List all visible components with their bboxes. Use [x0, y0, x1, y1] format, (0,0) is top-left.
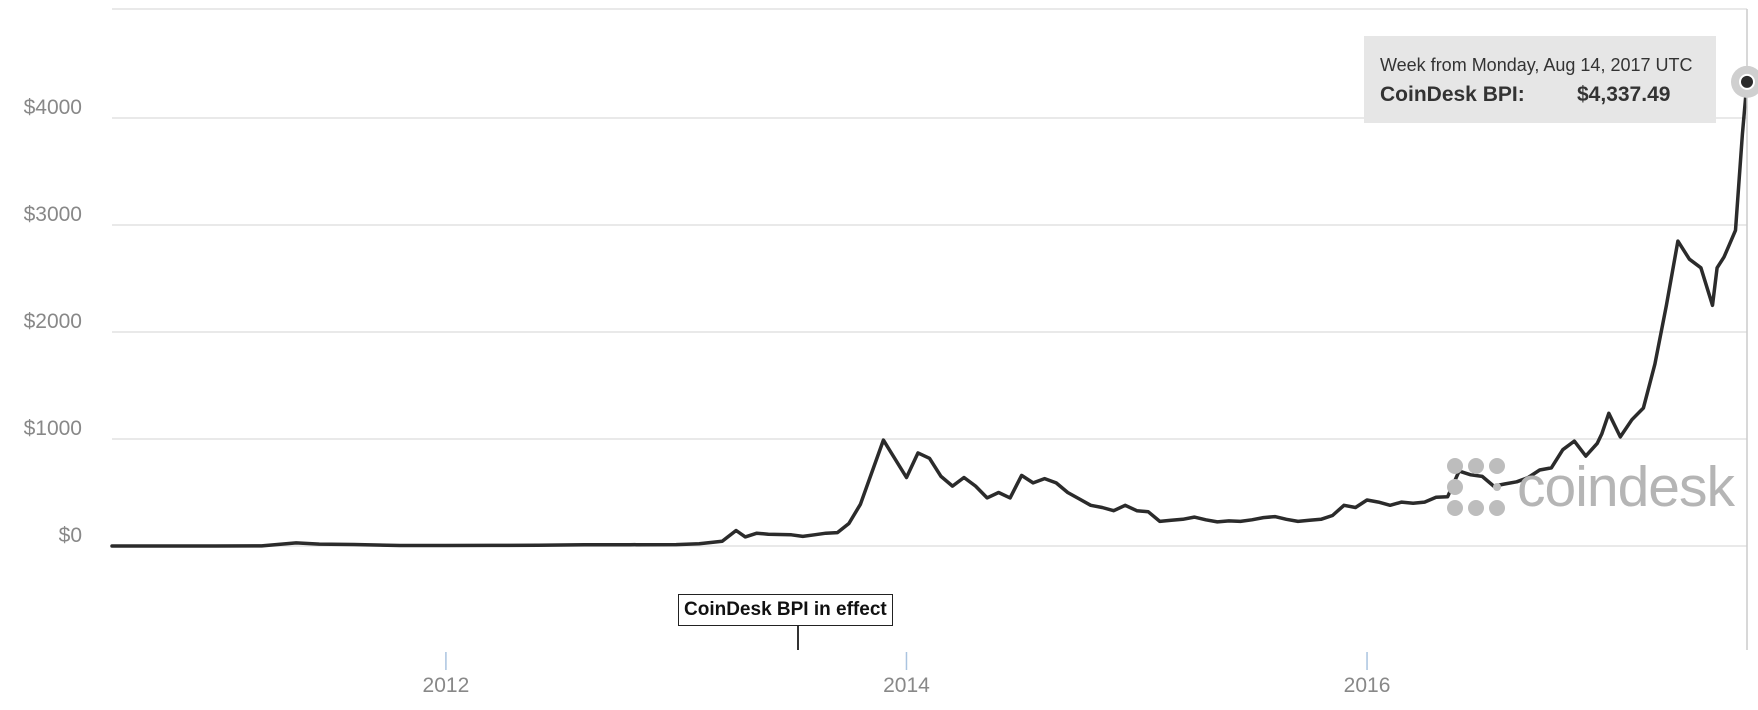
y-tick-label: $3000 — [24, 203, 82, 226]
y-tick-label: $4000 — [24, 96, 82, 119]
y-tick-label: $1000 — [24, 417, 82, 440]
x-tick-label: 2016 — [1344, 674, 1391, 697]
tooltip-series-label: CoinDesk BPI: — [1380, 83, 1525, 106]
x-tick-label: 2014 — [883, 674, 930, 697]
tooltip-heading: Week from Monday, Aug 14, 2017 UTC — [1380, 55, 1693, 75]
hover-point[interactable] — [1739, 73, 1755, 90]
y-tick-label: $0 — [59, 524, 82, 547]
annotation-marker — [797, 626, 799, 650]
bpi-in-effect-annotation[interactable]: CoinDesk BPI in effect — [678, 594, 893, 626]
bpi-price-line — [110, 80, 1749, 548]
y-tick-label: $2000 — [24, 310, 82, 333]
hover-tooltip: Week from Monday, Aug 14, 2017 UTC CoinD… — [1364, 36, 1716, 123]
watermark-text: coindesk — [1517, 455, 1735, 519]
tooltip-value: $4,337.49 — [1577, 83, 1671, 106]
x-axis-ticks: 2012 2014 2016 — [423, 652, 1391, 697]
x-tick-label: 2012 — [423, 674, 470, 697]
y-axis-ticks: $0 $1000 $2000 $3000 $4000 — [24, 96, 82, 547]
coindesk-watermark: coindesk — [1445, 454, 1735, 520]
coindesk-logo-icon — [1447, 458, 1505, 516]
